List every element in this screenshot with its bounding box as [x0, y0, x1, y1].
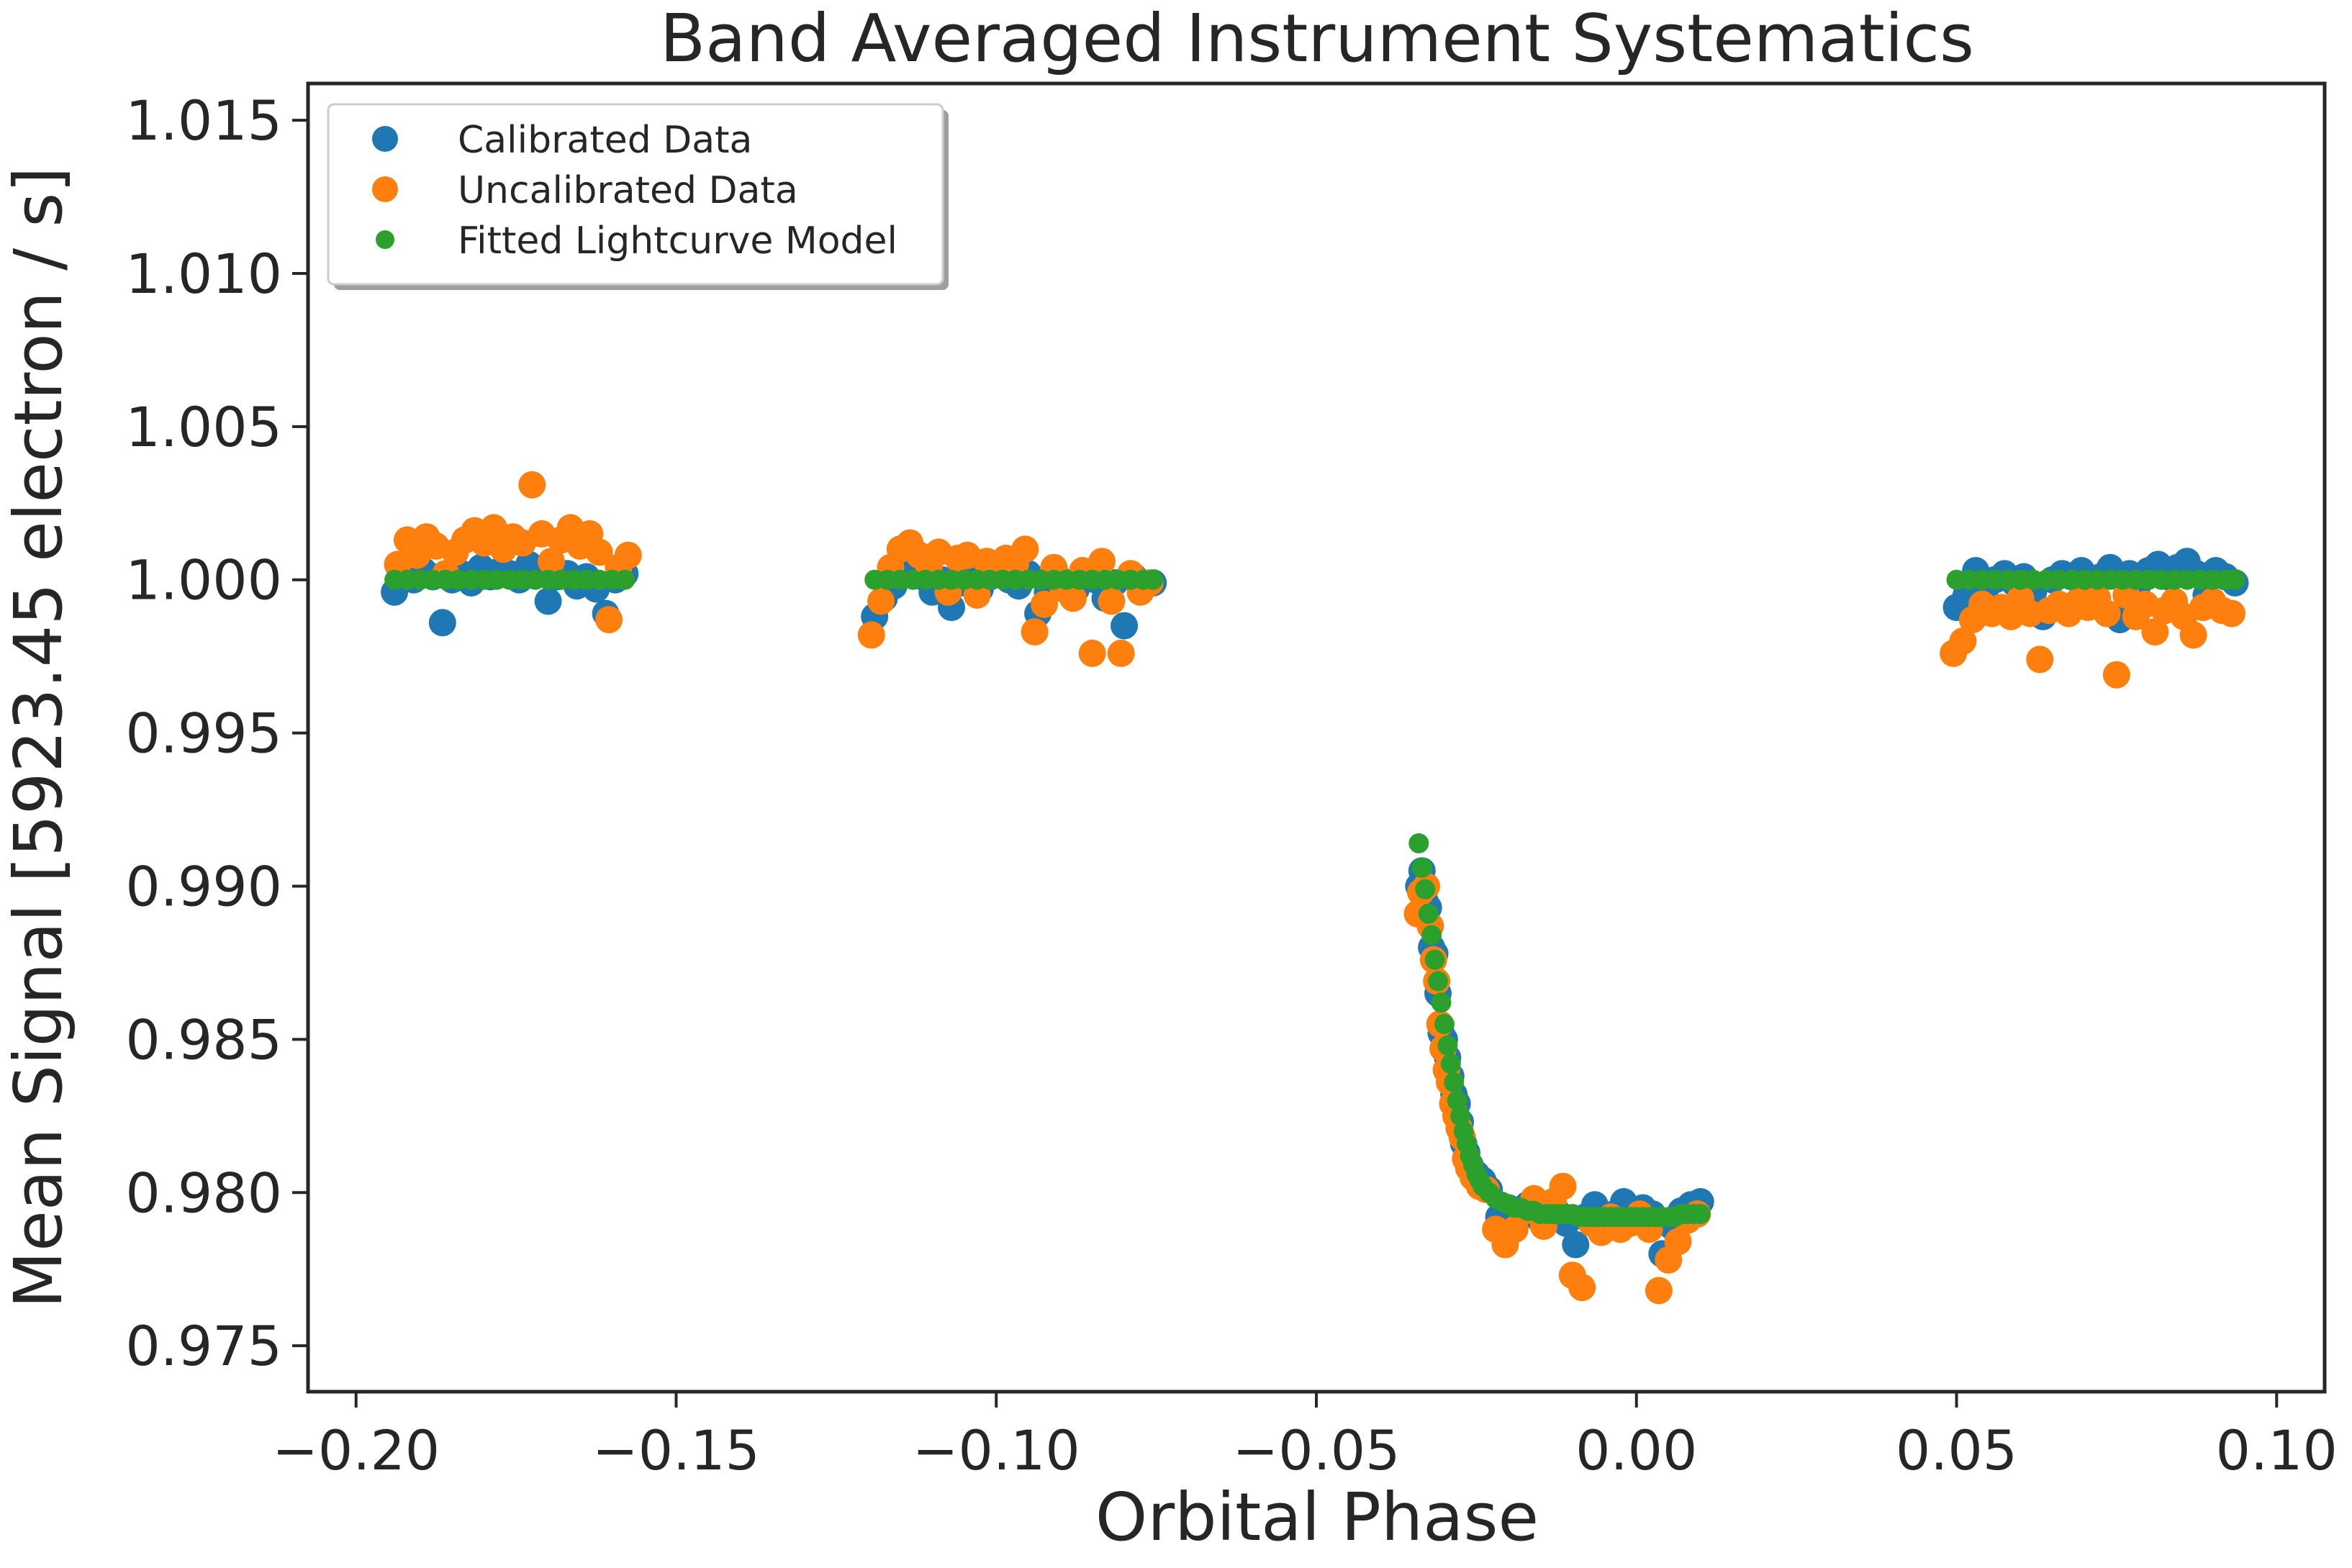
model-point	[1421, 925, 1442, 946]
uncalibrated-point	[538, 548, 565, 576]
x-tick-label: 0.05	[1896, 1418, 2017, 1482]
legend-marker-model	[376, 230, 394, 249]
model-point	[1418, 903, 1439, 924]
model-point	[2225, 569, 2245, 590]
uncalibrated-point	[1011, 535, 1039, 563]
uncalibrated-point	[857, 621, 885, 649]
x-axis: −0.20 −0.15 −0.10 −0.05 0.00 0.05 0.10	[272, 1392, 2338, 1482]
model-point	[615, 569, 636, 590]
y-tick-label: 0.980	[125, 1161, 282, 1225]
series-model	[384, 569, 2245, 1228]
x-tick-label: −0.20	[272, 1418, 440, 1482]
legend: Calibrated Data Uncalibrated Data Fitted…	[327, 103, 949, 290]
model-point	[1434, 1014, 1455, 1035]
y-tick-label: 0.990	[125, 854, 282, 918]
x-tick-label: 0.10	[2216, 1418, 2338, 1482]
uncalibrated-point	[2093, 599, 2121, 627]
uncalibrated-point	[1031, 590, 1058, 618]
x-tick-label: 0.00	[1575, 1418, 1697, 1482]
uncalibrated-point	[2179, 621, 2207, 649]
y-tick-label: 0.985	[125, 1007, 282, 1071]
uncalibrated-point	[2026, 645, 2054, 674]
model-point	[1431, 992, 1452, 1013]
model-point	[1440, 1053, 1461, 1074]
model-point	[1450, 1105, 1471, 1126]
calibrated-point	[428, 609, 456, 637]
model-point	[1411, 857, 1432, 878]
legend-marker-uncalibrated	[372, 176, 398, 202]
model-point	[1437, 1035, 1458, 1056]
y-axis: 0.975 0.980 0.985 0.990 0.995 1.000 1.005 1.010…	[125, 89, 308, 1378]
uncalibrated-point	[614, 541, 642, 569]
uncalibrated-point	[1645, 1277, 1673, 1305]
uncalibrated-point	[1098, 587, 1126, 615]
x-tick-label: −0.15	[592, 1418, 760, 1482]
legend-label-calibrated: Calibrated Data	[458, 119, 752, 162]
y-tick-label: 1.000	[125, 548, 282, 612]
uncalibrated-point	[595, 606, 623, 634]
legend-label-model: Fitted Lightcurve Model	[458, 219, 897, 263]
uncalibrated-point	[1078, 639, 1106, 667]
series-calibrated	[381, 548, 2249, 1268]
y-tick-label: 0.995	[125, 702, 282, 766]
y-tick-label: 1.015	[125, 89, 282, 153]
y-tick-label: 1.010	[125, 242, 282, 306]
series-layer	[381, 471, 2249, 1305]
uncalibrated-point	[963, 581, 991, 609]
y-tick-label: 1.005	[125, 395, 282, 459]
x-axis-label: Orbital Phase	[1095, 1479, 1539, 1556]
uncalibrated-point	[2141, 618, 2169, 646]
model-point	[1424, 949, 1445, 970]
legend-label-uncalibrated: Uncalibrated Data	[458, 169, 798, 212]
model-point	[1415, 879, 1436, 899]
legend-marker-calibrated	[372, 126, 398, 152]
uncalibrated-point	[1664, 1228, 1692, 1256]
uncalibrated-point	[1549, 1172, 1577, 1200]
y-tick-label: 0.975	[125, 1314, 282, 1378]
uncalibrated-point	[1949, 627, 1977, 655]
model-point	[1690, 1204, 1711, 1225]
uncalibrated-point	[2218, 599, 2245, 627]
uncalibrated-point	[1088, 548, 1116, 576]
uncalibrated-point	[585, 538, 613, 566]
uncalibrated-point	[518, 471, 546, 499]
chart-title: Band Averaged Instrument Systematics	[660, 0, 1974, 77]
uncalibrated-point	[1107, 639, 1135, 667]
model-point	[1444, 1072, 1465, 1092]
calibrated-point	[534, 587, 562, 615]
uncalibrated-point	[2102, 661, 2130, 689]
legend-box	[327, 103, 944, 286]
calibrated-point	[1111, 612, 1139, 640]
uncalibrated-point	[1059, 584, 1087, 612]
uncalibrated-point	[1568, 1274, 1596, 1302]
model-point	[1143, 569, 1164, 590]
uncalibrated-point	[867, 587, 895, 615]
y-axis-label: Mean Signal [5923.45 electron / s]	[0, 167, 77, 1308]
model-point	[1428, 971, 1448, 992]
x-tick-label: −0.05	[1233, 1418, 1401, 1482]
calibrated-point	[1562, 1231, 1590, 1259]
model-point	[1447, 1090, 1467, 1111]
x-tick-label: −0.10	[913, 1418, 1080, 1482]
model-point	[1408, 833, 1429, 853]
uncalibrated-point	[1021, 618, 1049, 646]
